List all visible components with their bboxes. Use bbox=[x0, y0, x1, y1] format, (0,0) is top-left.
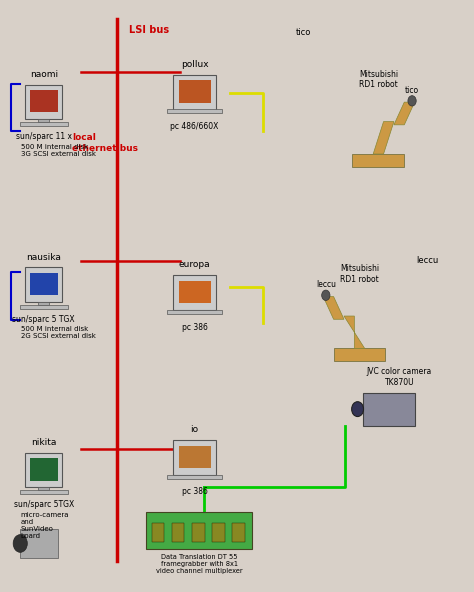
Text: 500 M internal disk
2G SCSI external disk: 500 M internal disk 2G SCSI external dis… bbox=[21, 326, 96, 339]
Text: tico: tico bbox=[405, 86, 419, 95]
Bar bbox=[179, 446, 210, 468]
Text: JVC color camera
TK870U: JVC color camera TK870U bbox=[367, 368, 432, 387]
Polygon shape bbox=[323, 297, 344, 319]
Text: Mitsubishi
RD1 robot: Mitsubishi RD1 robot bbox=[340, 264, 379, 284]
Bar bbox=[30, 458, 57, 481]
Text: pollux: pollux bbox=[181, 60, 209, 69]
Bar bbox=[172, 523, 184, 542]
Bar bbox=[192, 523, 205, 542]
Bar bbox=[146, 512, 252, 549]
Text: LSI bus: LSI bus bbox=[128, 25, 169, 35]
Text: micro-camera
and
SunVideo
board: micro-camera and SunVideo board bbox=[21, 512, 69, 539]
Text: sun/sparc 5TGX: sun/sparc 5TGX bbox=[14, 500, 74, 509]
Bar bbox=[353, 154, 404, 167]
Text: Data Translation DT 55
framegrabber with 8x1
video channel multiplexer: Data Translation DT 55 framegrabber with… bbox=[156, 554, 243, 574]
Text: pc 486/660X: pc 486/660X bbox=[170, 122, 219, 131]
Text: leccu: leccu bbox=[416, 256, 438, 265]
Bar bbox=[38, 487, 49, 490]
Bar bbox=[173, 440, 216, 475]
Bar bbox=[38, 119, 49, 122]
Text: naomi: naomi bbox=[30, 70, 58, 79]
Text: 500 M internal disk
3G SCSI external disk: 500 M internal disk 3G SCSI external dis… bbox=[21, 144, 96, 157]
Bar bbox=[179, 80, 210, 102]
Bar bbox=[20, 305, 68, 309]
Bar bbox=[173, 275, 216, 310]
Text: pc 386: pc 386 bbox=[182, 487, 208, 497]
Text: tico: tico bbox=[296, 28, 311, 37]
Text: pc 386: pc 386 bbox=[182, 323, 208, 332]
Bar bbox=[38, 302, 49, 305]
Bar bbox=[30, 90, 57, 112]
Polygon shape bbox=[373, 121, 394, 154]
Bar bbox=[26, 268, 62, 302]
Circle shape bbox=[322, 290, 330, 301]
Bar bbox=[20, 122, 68, 126]
Bar bbox=[26, 453, 62, 487]
Bar bbox=[30, 272, 57, 295]
Bar bbox=[363, 392, 415, 426]
Text: io: io bbox=[191, 426, 199, 435]
Bar bbox=[179, 281, 210, 303]
Polygon shape bbox=[344, 316, 365, 349]
Circle shape bbox=[13, 535, 27, 552]
Text: europa: europa bbox=[179, 260, 210, 269]
Text: sun/sparc 11 x: sun/sparc 11 x bbox=[16, 132, 72, 141]
Bar bbox=[26, 85, 62, 119]
Bar bbox=[167, 109, 222, 113]
Circle shape bbox=[352, 402, 364, 417]
Circle shape bbox=[408, 96, 416, 106]
Text: Mitsubishi
RD1 robot: Mitsubishi RD1 robot bbox=[359, 70, 398, 89]
Bar bbox=[334, 349, 385, 361]
Text: sun/sparc 5 TGX: sun/sparc 5 TGX bbox=[12, 315, 75, 324]
Text: nausika: nausika bbox=[27, 253, 61, 262]
Bar bbox=[232, 523, 245, 542]
Bar bbox=[20, 490, 68, 494]
Polygon shape bbox=[394, 102, 415, 125]
Bar bbox=[152, 523, 164, 542]
Bar bbox=[173, 75, 216, 110]
Text: leccu: leccu bbox=[316, 281, 336, 289]
Bar bbox=[167, 475, 222, 479]
Text: nikita: nikita bbox=[31, 438, 56, 447]
Bar bbox=[167, 310, 222, 314]
Text: local
ethernet bus: local ethernet bus bbox=[72, 133, 138, 153]
Bar bbox=[212, 523, 225, 542]
Bar bbox=[20, 529, 58, 558]
